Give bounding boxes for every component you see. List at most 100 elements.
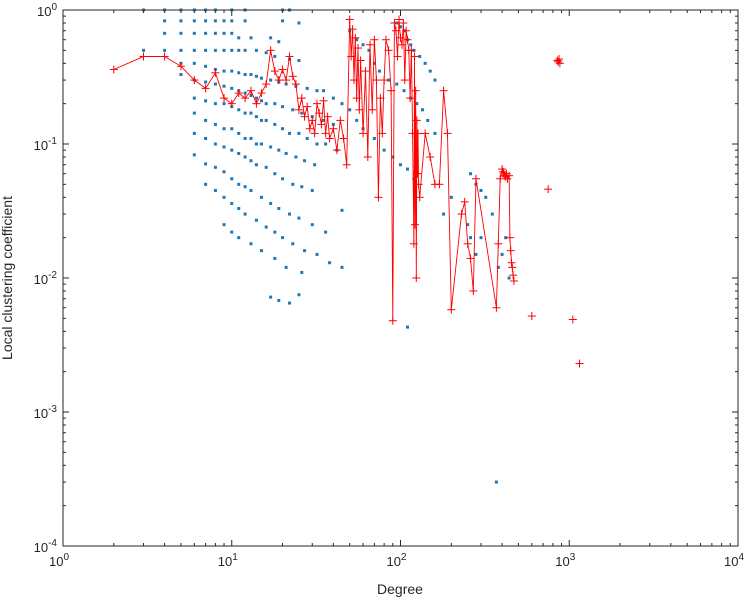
data-point-plus	[399, 18, 408, 27]
data-point	[243, 212, 247, 216]
data-point	[179, 31, 183, 35]
data-point	[249, 111, 253, 115]
data-point	[264, 225, 268, 229]
data-point	[409, 43, 413, 47]
data-point-plus	[575, 359, 584, 368]
data-point-plus	[421, 129, 430, 138]
data-point-plus	[303, 102, 312, 111]
data-point-plus	[413, 169, 422, 178]
data-point	[310, 188, 314, 192]
data-point-plus	[288, 72, 297, 81]
data-point	[249, 94, 253, 98]
data-point-plus	[109, 65, 118, 74]
data-point	[428, 69, 432, 73]
data-point	[249, 159, 253, 163]
data-point-plus	[356, 56, 365, 65]
data-point-plus	[348, 25, 357, 34]
data-point	[213, 82, 217, 86]
x-tick-label: 101	[218, 552, 238, 569]
x-tick-label: 102	[386, 552, 406, 569]
data-point-plus	[378, 129, 387, 138]
data-point-plus	[305, 124, 314, 133]
data-point-plus	[568, 315, 577, 324]
data-point	[264, 51, 268, 55]
data-point	[273, 230, 277, 234]
data-point	[391, 155, 395, 159]
data-point-plus	[544, 185, 553, 194]
data-point	[249, 136, 253, 140]
data-point	[303, 159, 307, 163]
data-point	[504, 236, 508, 240]
data-point	[264, 102, 268, 106]
data-point-plus	[351, 33, 360, 42]
x-tick-label: 104	[724, 552, 744, 569]
data-point	[297, 293, 301, 297]
data-point-plus	[278, 65, 287, 74]
data-point-plus	[366, 40, 375, 49]
data-point	[315, 89, 319, 93]
data-point-plus	[310, 129, 319, 138]
data-point	[426, 118, 430, 122]
data-point	[466, 223, 470, 227]
data-point	[243, 111, 247, 115]
data-point-plus	[506, 246, 515, 255]
data-point	[474, 252, 478, 256]
data-point	[192, 153, 196, 157]
data-point	[479, 236, 483, 240]
data-point-plus	[555, 55, 564, 64]
data-point	[281, 127, 285, 131]
data-point	[204, 99, 208, 103]
x-axis-label: Degree	[377, 581, 423, 597]
data-point	[213, 19, 217, 23]
data-point	[284, 82, 288, 86]
data-point	[500, 252, 504, 256]
data-point	[204, 31, 208, 35]
data-point	[420, 108, 424, 112]
data-point	[433, 78, 437, 82]
data-point	[237, 182, 241, 186]
data-point	[142, 48, 146, 52]
data-point	[490, 212, 494, 216]
data-point	[259, 118, 263, 122]
data-point	[315, 142, 319, 146]
data-point	[243, 155, 247, 159]
data-point-plus	[381, 35, 390, 44]
data-point-plus	[329, 124, 338, 133]
data-point-plus	[347, 52, 356, 61]
data-point-plus	[496, 174, 505, 183]
data-point-plus	[395, 15, 404, 24]
data-point-plus	[555, 59, 564, 68]
data-point	[243, 91, 247, 95]
data-point	[288, 212, 292, 216]
data-point-plus	[463, 239, 472, 248]
data-point	[313, 163, 317, 167]
data-point-plus	[415, 193, 424, 202]
data-point	[204, 136, 208, 140]
data-point	[230, 19, 234, 23]
data-point-plus	[274, 76, 283, 85]
data-point-plus	[407, 46, 416, 55]
data-point	[288, 301, 292, 305]
data-point-plus	[308, 116, 317, 125]
data-point-plus	[391, 26, 400, 35]
data-point	[269, 78, 273, 82]
data-point-plus	[505, 233, 514, 242]
data-point-plus	[363, 152, 372, 161]
data-point	[297, 216, 301, 220]
data-point	[192, 96, 196, 100]
data-point-plus	[509, 276, 518, 285]
data-point-plus	[291, 80, 300, 89]
data-point	[222, 19, 226, 23]
data-point-plus	[507, 258, 516, 267]
data-point	[300, 111, 304, 115]
data-point	[402, 89, 406, 93]
data-point	[305, 136, 309, 140]
data-point-plus	[321, 129, 330, 138]
data-point	[249, 36, 253, 40]
data-point	[222, 84, 226, 88]
data-point	[249, 73, 253, 77]
data-point-plus	[390, 18, 399, 27]
data-point	[230, 31, 234, 35]
data-point-plus	[412, 116, 421, 125]
